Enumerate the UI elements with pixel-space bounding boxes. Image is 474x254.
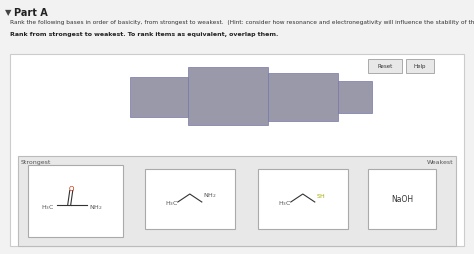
Bar (130, 78, 188, 118)
Text: Help: Help (414, 64, 426, 69)
Text: Weakest: Weakest (427, 159, 453, 164)
Text: $\mathregular{NH_2}$: $\mathregular{NH_2}$ (89, 202, 102, 211)
Text: $\mathregular{H_3C}$: $\mathregular{H_3C}$ (165, 199, 179, 208)
Bar (10, 55, 464, 246)
Text: $\mathregular{SH}$: $\mathregular{SH}$ (316, 191, 326, 199)
Bar (368, 169, 436, 229)
Text: O: O (69, 185, 74, 191)
Bar (406, 60, 434, 74)
Bar (28, 165, 123, 237)
Bar (338, 82, 372, 114)
Bar (18, 156, 456, 246)
Text: NaOH: NaOH (391, 195, 413, 204)
Text: ▼: ▼ (5, 8, 11, 17)
Bar (258, 169, 348, 229)
Text: Rank from strongest to weakest. To rank items as equivalent, overlap them.: Rank from strongest to weakest. To rank … (10, 32, 278, 37)
Bar (188, 68, 268, 125)
Text: $\mathregular{H_3C}$: $\mathregular{H_3C}$ (278, 199, 292, 208)
Text: Reset: Reset (377, 64, 392, 69)
Text: Part A: Part A (14, 8, 48, 18)
Bar (145, 169, 235, 229)
Text: Strongest: Strongest (21, 159, 51, 164)
Bar (268, 74, 338, 121)
Text: $\mathregular{NH_2}$: $\mathregular{NH_2}$ (203, 191, 217, 200)
Text: $\mathregular{H_3C}$: $\mathregular{H_3C}$ (41, 202, 55, 211)
Bar (368, 60, 402, 74)
Text: Rank the following bases in order of basicity, from strongest to weakest.  (Hint: Rank the following bases in order of bas… (10, 20, 474, 25)
